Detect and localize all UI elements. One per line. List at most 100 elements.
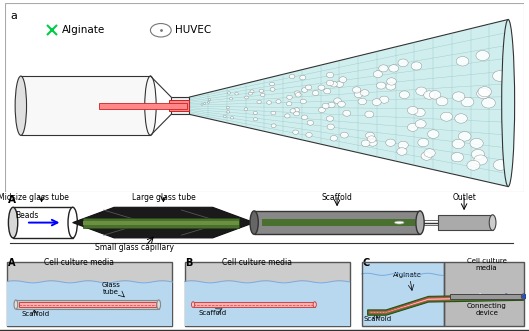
Bar [7,282,172,326]
Ellipse shape [430,90,441,99]
Ellipse shape [365,111,373,118]
Ellipse shape [290,109,296,113]
Ellipse shape [361,140,370,147]
Ellipse shape [416,87,427,95]
Bar [171,97,189,114]
Ellipse shape [476,51,489,61]
Ellipse shape [326,116,334,121]
Ellipse shape [427,130,439,138]
Ellipse shape [204,103,206,104]
Ellipse shape [379,96,389,103]
Bar [438,215,492,230]
Ellipse shape [398,59,408,67]
Bar [16,300,159,309]
Ellipse shape [336,81,343,87]
Ellipse shape [358,98,367,105]
Bar [444,261,524,326]
Ellipse shape [244,108,248,111]
Ellipse shape [285,114,290,118]
Polygon shape [189,20,508,187]
Text: A: A [8,258,15,268]
Ellipse shape [395,221,404,224]
Ellipse shape [157,300,161,309]
Text: Cell culture media: Cell culture media [44,258,114,267]
Ellipse shape [208,99,211,101]
Ellipse shape [354,91,363,98]
Ellipse shape [458,132,471,141]
Ellipse shape [343,110,351,116]
Ellipse shape [249,92,252,95]
Ellipse shape [231,117,234,119]
Ellipse shape [421,152,432,160]
Ellipse shape [150,24,171,37]
Ellipse shape [339,77,346,82]
Ellipse shape [270,88,275,91]
Text: B: B [185,258,193,268]
Ellipse shape [294,112,299,116]
Ellipse shape [338,101,345,107]
Ellipse shape [327,124,334,129]
Ellipse shape [379,65,388,72]
Ellipse shape [68,207,77,238]
Ellipse shape [341,132,348,138]
Ellipse shape [330,81,338,87]
Ellipse shape [293,130,298,134]
Ellipse shape [295,93,301,97]
Ellipse shape [15,76,26,135]
Ellipse shape [250,211,258,234]
Ellipse shape [271,124,276,127]
Text: Cell culture media: Cell culture media [222,258,291,267]
Ellipse shape [289,74,295,79]
Ellipse shape [250,90,254,93]
Ellipse shape [334,98,341,104]
Ellipse shape [312,91,319,96]
Ellipse shape [322,103,329,109]
Ellipse shape [227,111,230,113]
Bar [450,294,524,299]
Ellipse shape [328,102,335,108]
Ellipse shape [294,108,299,112]
Text: Scaffold: Scaffold [364,316,392,322]
Bar [19,302,156,307]
Ellipse shape [145,76,156,135]
Ellipse shape [386,83,396,90]
Bar [169,100,189,111]
Text: Scaffold: Scaffold [21,310,49,317]
Bar [98,103,187,109]
Ellipse shape [452,139,464,149]
Polygon shape [369,296,524,313]
Ellipse shape [294,91,300,95]
Ellipse shape [418,138,429,147]
Ellipse shape [481,98,495,108]
Text: Connecting
device: Connecting device [467,303,507,316]
Ellipse shape [372,99,381,106]
Polygon shape [72,207,254,238]
Text: A: A [8,195,16,205]
Text: Glass
tube: Glass tube [102,282,121,295]
Ellipse shape [313,302,316,307]
Bar [21,76,150,135]
Ellipse shape [494,160,508,170]
Ellipse shape [302,115,308,120]
Text: Small glass capillary: Small glass capillary [95,243,175,252]
Ellipse shape [305,85,312,90]
Text: Scaffold: Scaffold [322,193,352,202]
Ellipse shape [522,294,526,299]
Ellipse shape [478,87,491,97]
Text: Outlet: Outlet [452,193,476,202]
Ellipse shape [271,111,276,115]
Ellipse shape [360,90,369,96]
Ellipse shape [318,85,325,90]
Text: Cell culture
media: Cell culture media [467,258,507,271]
Ellipse shape [318,108,325,113]
Ellipse shape [257,100,261,104]
Ellipse shape [324,88,331,94]
Ellipse shape [416,211,424,234]
Ellipse shape [411,62,422,70]
Ellipse shape [373,71,382,77]
Ellipse shape [306,132,312,137]
Ellipse shape [501,20,515,187]
Ellipse shape [398,141,408,149]
Ellipse shape [201,104,203,105]
Text: Beads: Beads [16,212,39,220]
